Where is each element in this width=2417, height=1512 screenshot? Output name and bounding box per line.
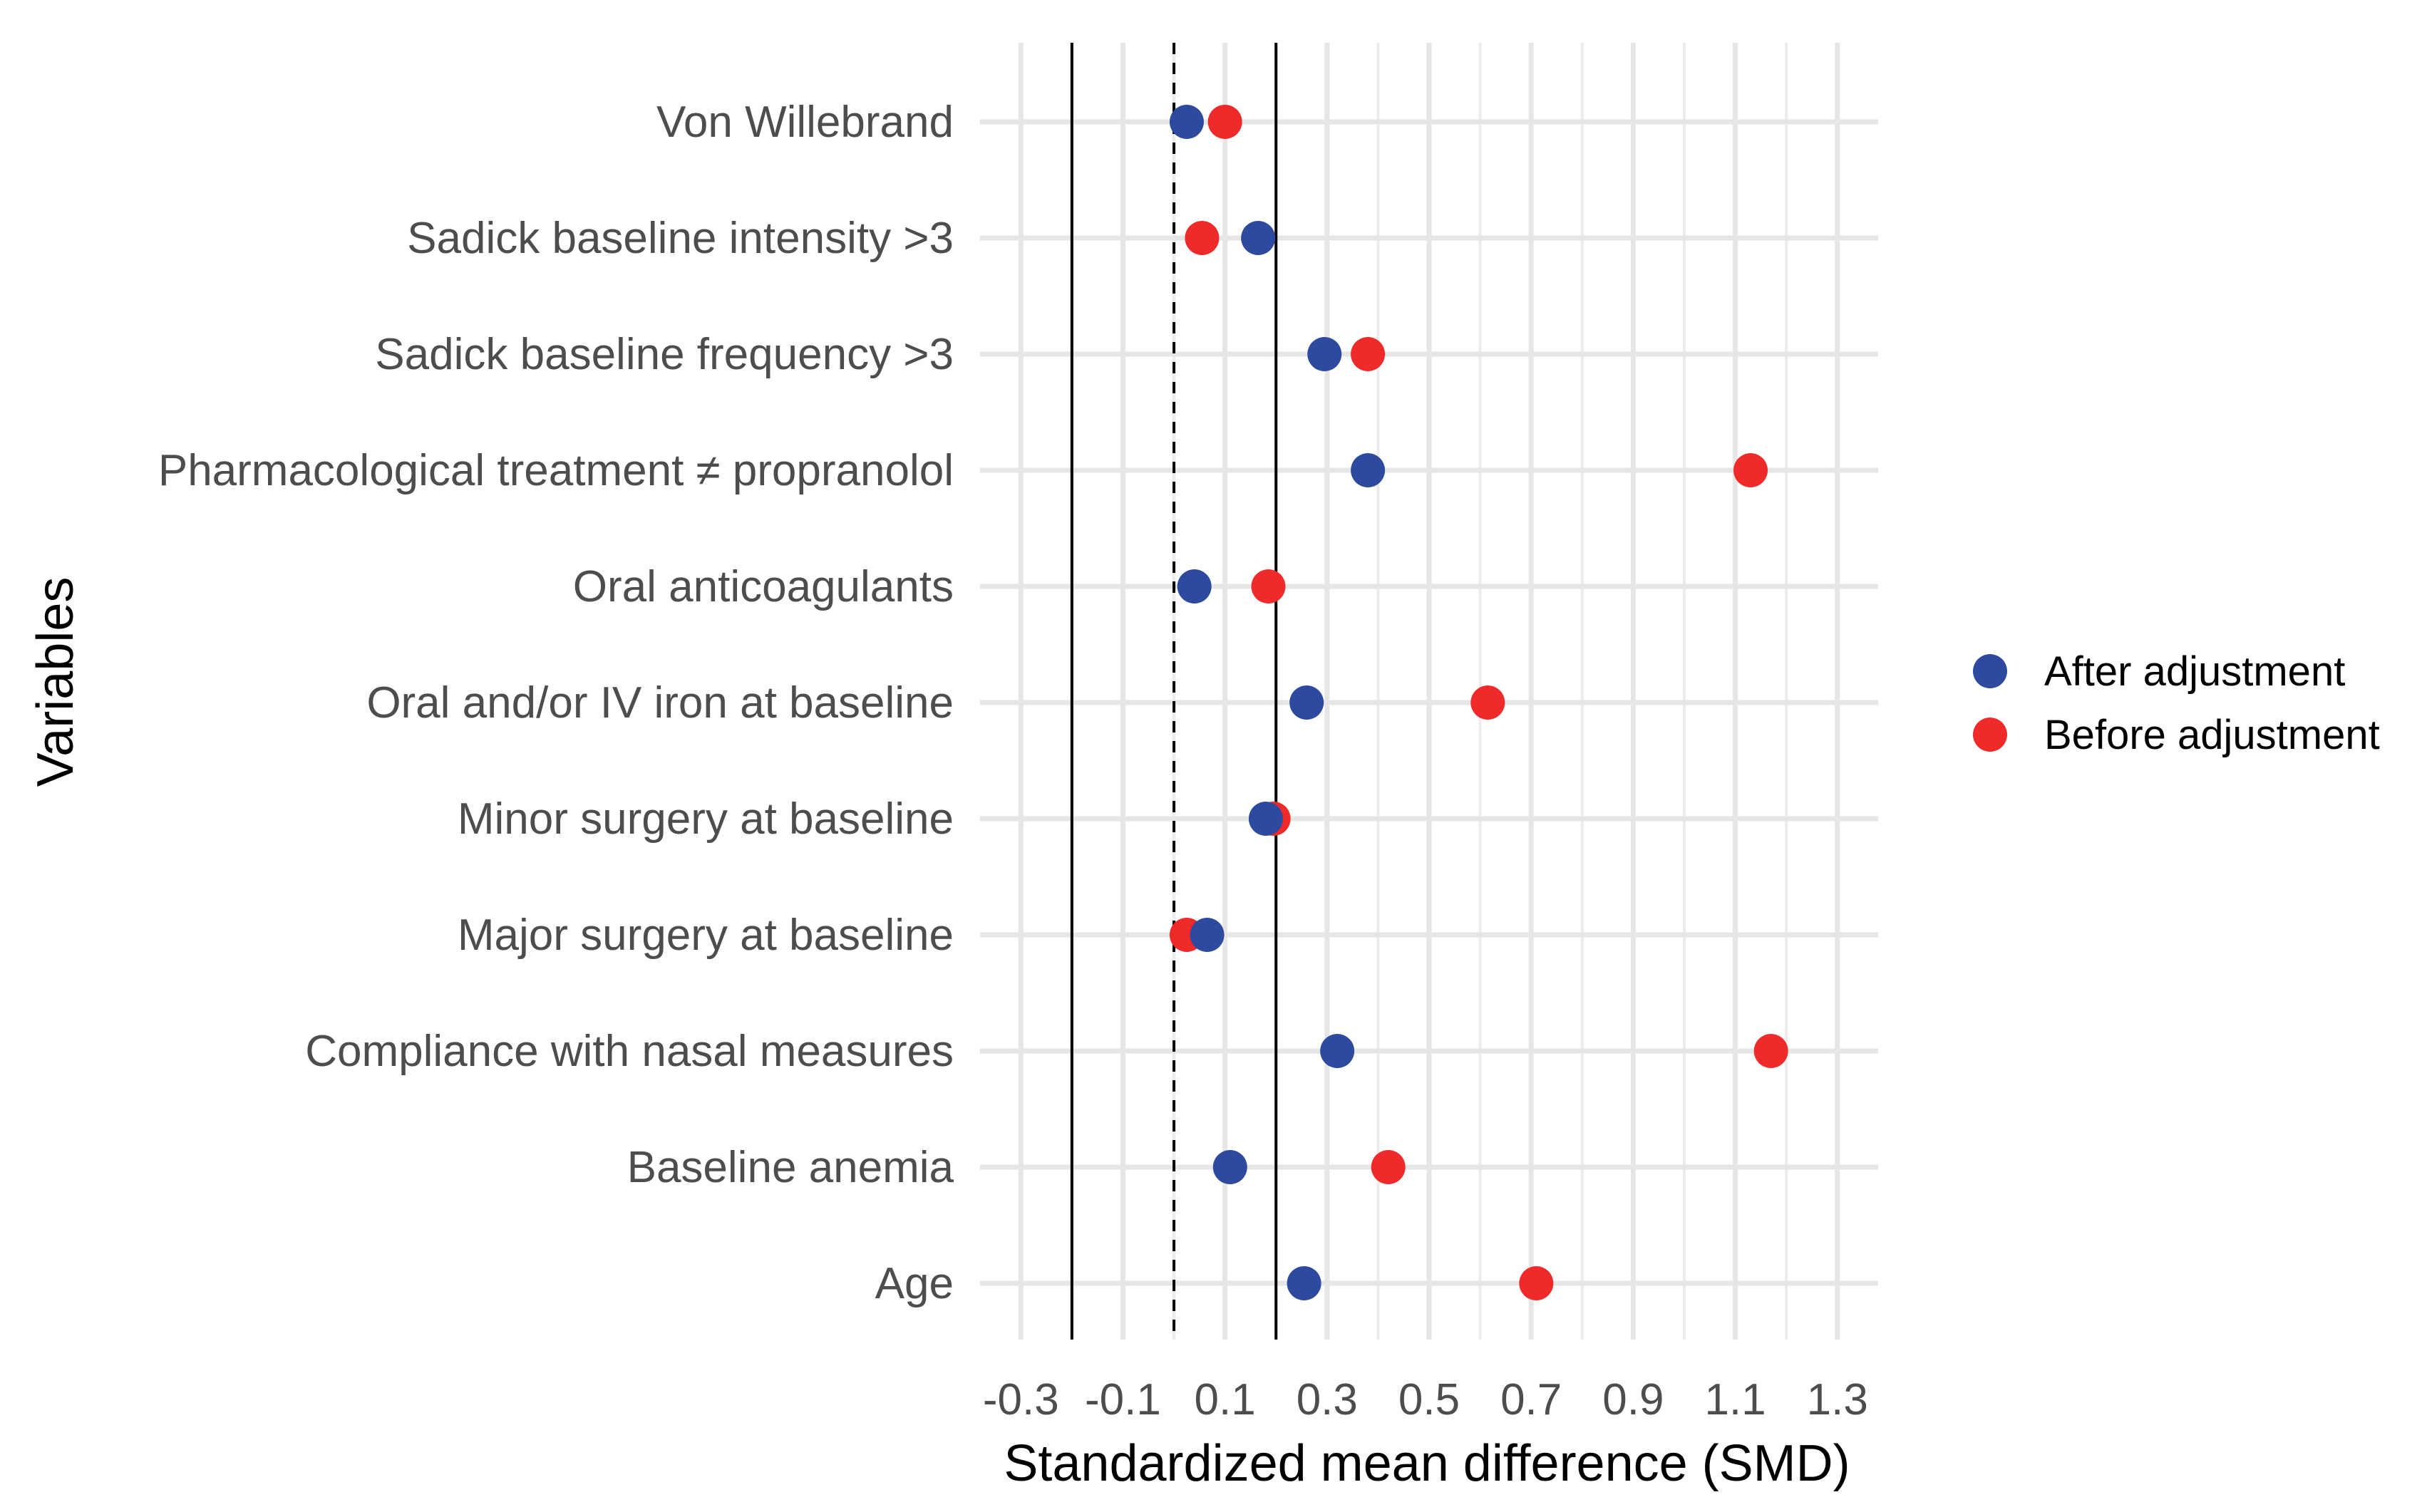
y-tick-label: Sadick baseline frequency >3	[375, 330, 954, 379]
point-after-adjustment	[1190, 918, 1225, 952]
x-tick-label: 0.7	[1500, 1375, 1562, 1424]
legend: After adjustment Before adjustment	[1973, 648, 2380, 758]
x-axis-title: Standardized mean difference (SMD)	[1004, 1435, 1850, 1492]
x-tick-label: 0.5	[1398, 1375, 1460, 1424]
point-before-adjustment	[1753, 1034, 1788, 1068]
x-tick-label: 1.1	[1704, 1375, 1766, 1424]
legend-label-after: After adjustment	[2044, 648, 2345, 695]
x-tick-label: 0.1	[1195, 1375, 1256, 1424]
point-after-adjustment	[1241, 221, 1276, 255]
legend-marker-after	[1973, 654, 2007, 688]
point-after-adjustment	[1248, 802, 1283, 836]
y-tick-label: Minor surgery at baseline	[458, 794, 954, 844]
legend-label-before: Before adjustment	[2044, 712, 2380, 758]
point-before-adjustment	[1371, 1150, 1406, 1184]
point-after-adjustment	[1212, 1150, 1247, 1184]
x-tick-label: -0.1	[1085, 1375, 1161, 1424]
data-points	[1169, 105, 1788, 1300]
x-tick-label: -0.3	[983, 1375, 1059, 1424]
x-tick-label: 0.3	[1297, 1375, 1358, 1424]
point-after-adjustment	[1169, 105, 1204, 139]
grid-layer	[980, 43, 1878, 1340]
point-before-adjustment	[1519, 1266, 1554, 1300]
point-after-adjustment	[1289, 685, 1324, 720]
y-tick-label: Baseline anemia	[627, 1143, 954, 1192]
x-tick-labels: -0.3 -0.1 0.1 0.3 0.5 0.7 0.9 1.1 1.3	[983, 1375, 1868, 1424]
x-tick-label: 1.3	[1807, 1375, 1868, 1424]
point-before-adjustment	[1185, 221, 1220, 255]
reference-lines	[1070, 43, 1278, 1340]
point-before-adjustment	[1470, 685, 1505, 720]
point-before-adjustment	[1351, 337, 1386, 371]
point-before-adjustment	[1733, 453, 1768, 487]
y-tick-label: Compliance with nasal measures	[305, 1027, 954, 1076]
legend-marker-before	[1973, 718, 2007, 752]
point-after-adjustment	[1307, 337, 1342, 371]
point-before-adjustment	[1207, 105, 1242, 139]
y-axis-title: Variables	[27, 577, 84, 787]
point-after-adjustment	[1351, 453, 1386, 487]
y-tick-label: Age	[875, 1259, 954, 1308]
y-tick-label: Oral and/or IV iron at baseline	[366, 678, 954, 727]
y-tick-label: Oral anticoagulants	[573, 562, 954, 611]
point-after-adjustment	[1287, 1266, 1321, 1300]
point-after-adjustment	[1177, 569, 1212, 604]
y-tick-label: Pharmacological treatment ≠ propranolol	[158, 446, 954, 495]
y-tick-label: Major surgery at baseline	[458, 911, 954, 960]
point-before-adjustment	[1251, 569, 1286, 604]
y-tick-label: Von Willebrand	[656, 98, 954, 147]
y-tick-label: Sadick baseline intensity >3	[407, 214, 954, 263]
point-after-adjustment	[1320, 1034, 1355, 1068]
x-tick-label: 0.9	[1602, 1375, 1664, 1424]
y-tick-labels: Von Willebrand Sadick baseline intensity …	[158, 98, 954, 1308]
